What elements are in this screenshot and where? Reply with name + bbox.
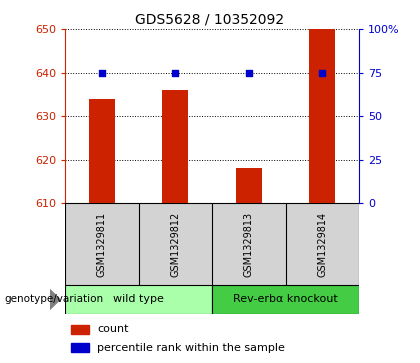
Text: GSM1329811: GSM1329811 <box>97 212 107 277</box>
Bar <box>310 29 335 203</box>
Point <box>98 70 105 76</box>
Bar <box>65 285 212 314</box>
Polygon shape <box>50 289 60 310</box>
Text: percentile rank within the sample: percentile rank within the sample <box>97 343 285 352</box>
Point <box>172 70 179 76</box>
Text: Rev-erbα knockout: Rev-erbα knockout <box>233 294 338 305</box>
Point <box>319 70 326 76</box>
Bar <box>71 325 89 334</box>
Bar <box>89 99 115 203</box>
Bar <box>236 168 262 203</box>
Text: wild type: wild type <box>113 294 164 305</box>
Bar <box>286 203 359 285</box>
Bar <box>212 203 286 285</box>
Text: GSM1329813: GSM1329813 <box>244 212 254 277</box>
Text: genotype/variation: genotype/variation <box>4 294 103 305</box>
Text: GSM1329812: GSM1329812 <box>171 212 180 277</box>
Bar <box>65 203 139 285</box>
Bar <box>163 90 188 203</box>
Text: GSM1329814: GSM1329814 <box>318 212 327 277</box>
Bar <box>139 203 212 285</box>
Text: GDS5628 / 10352092: GDS5628 / 10352092 <box>135 13 285 27</box>
Point <box>245 70 252 76</box>
Text: count: count <box>97 325 129 334</box>
Bar <box>212 285 359 314</box>
Bar <box>71 343 89 352</box>
